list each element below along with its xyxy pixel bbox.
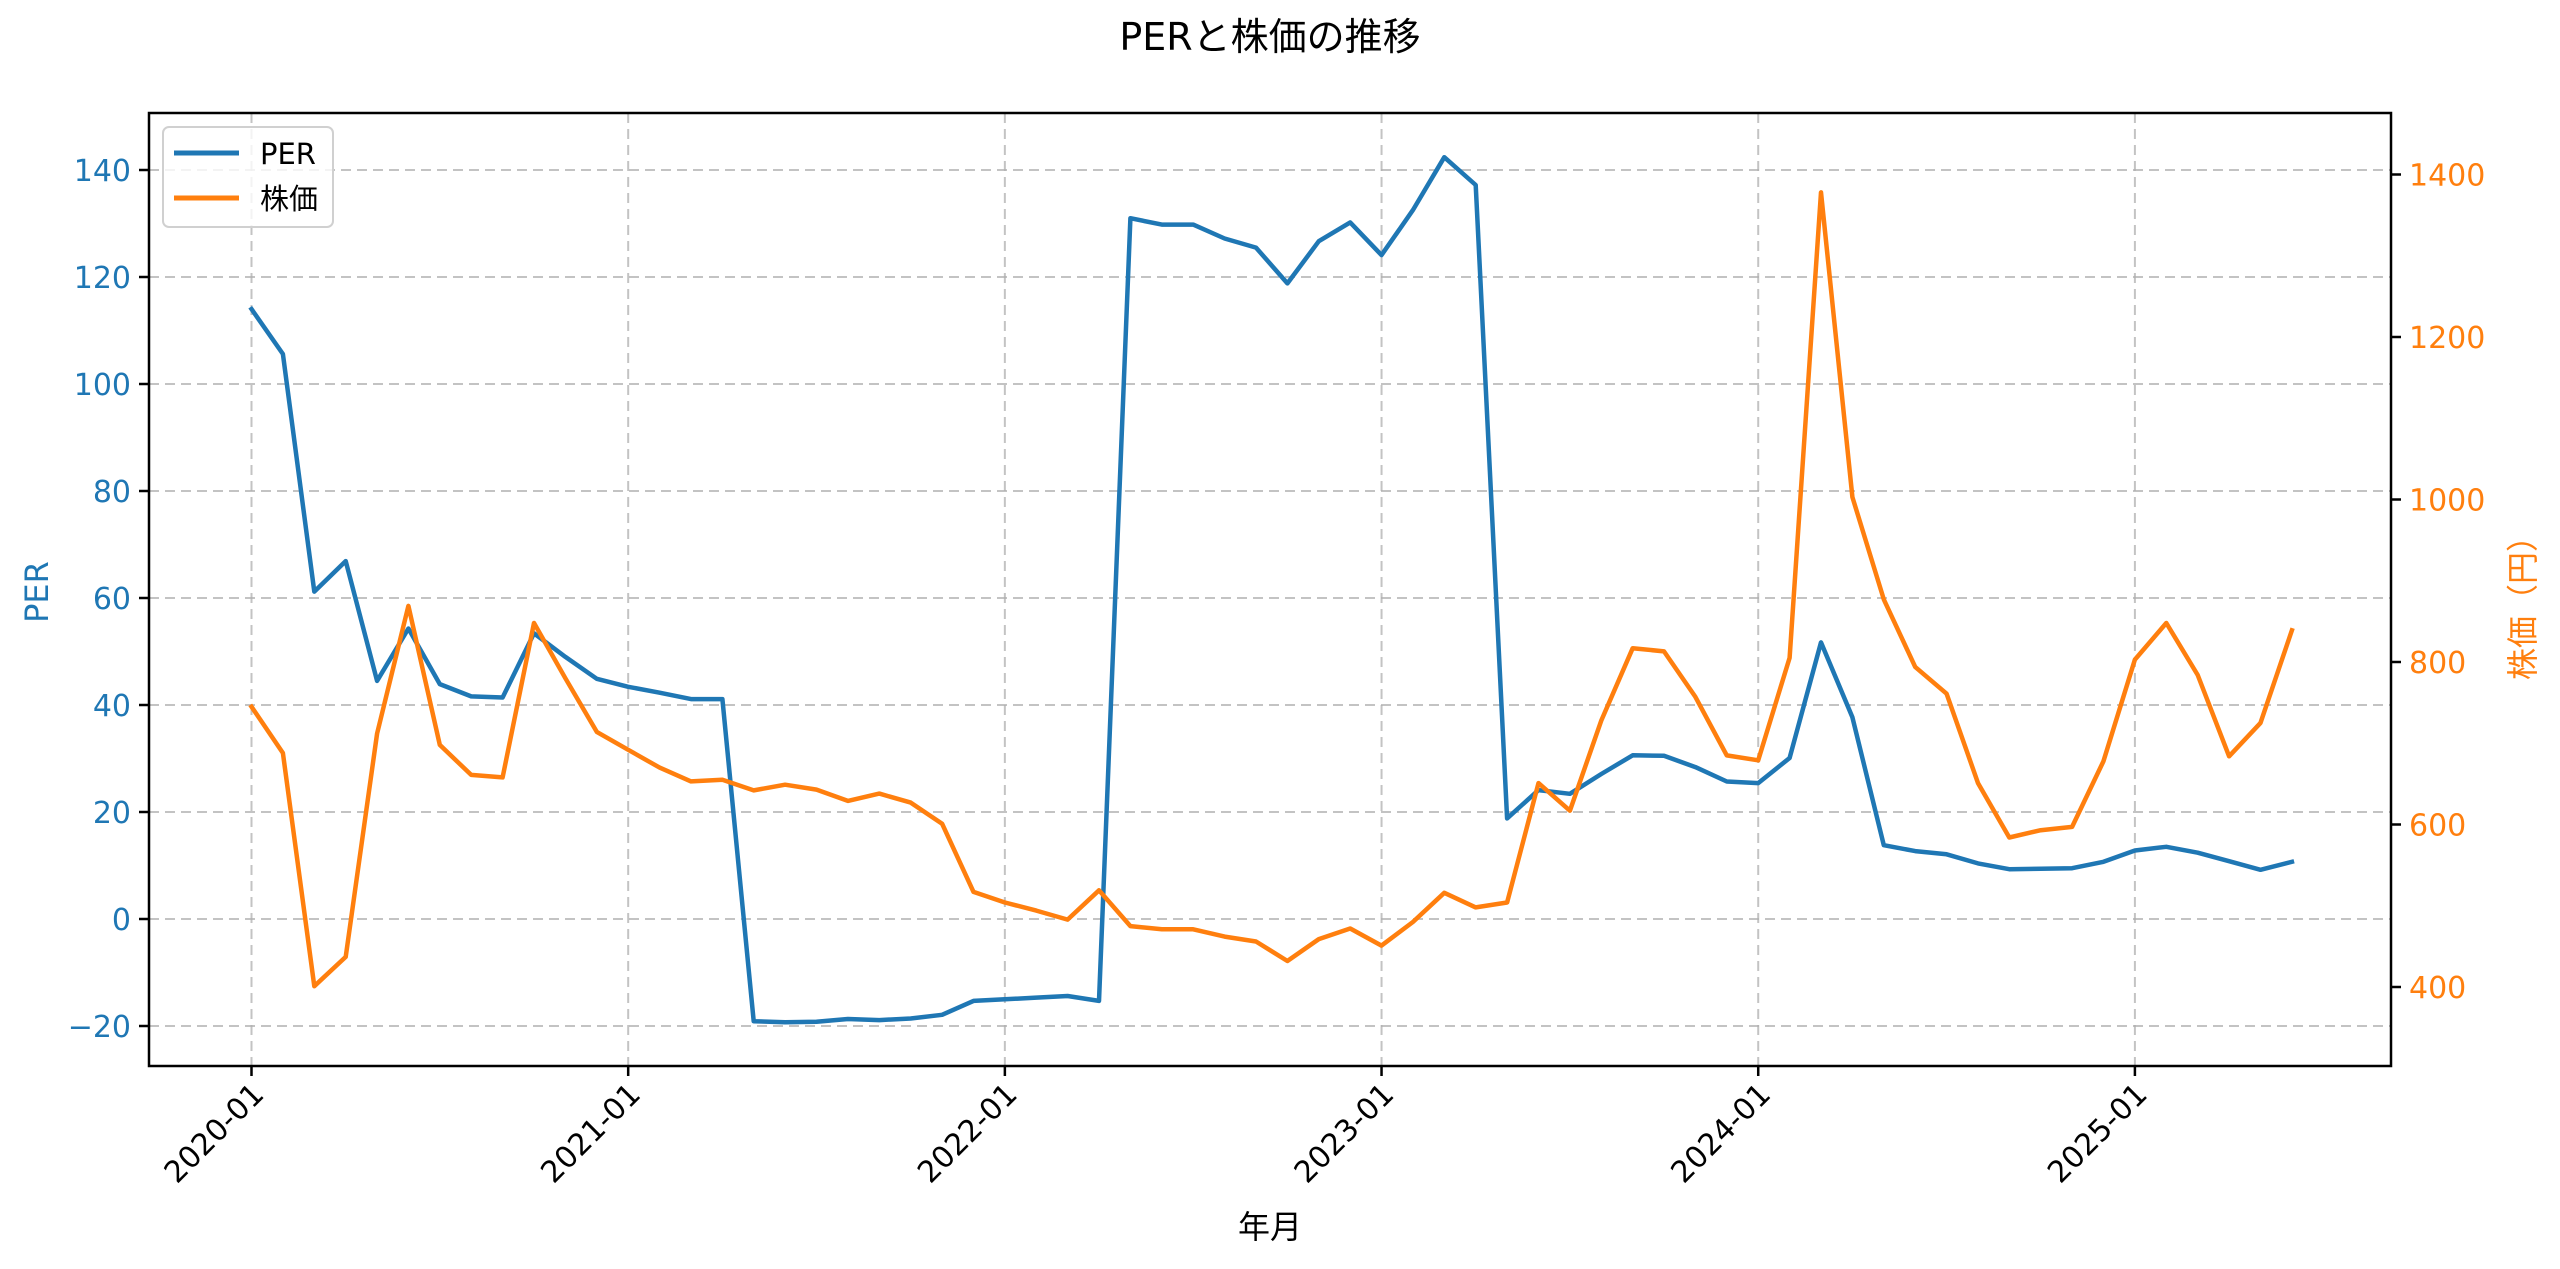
right-y-axis: 400 600 800 1000 1200 1400 xyxy=(2391,159,2485,1006)
legend: PER 株価 xyxy=(162,126,334,228)
left-y-axis: −20 0 20 40 60 80 100 120 140 xyxy=(68,154,149,1045)
left-tick-label: 0 xyxy=(112,903,131,938)
legend-label-per: PER xyxy=(260,137,316,171)
x-tick-label: 2022-01 xyxy=(911,1077,1024,1190)
plot-frame xyxy=(147,111,2393,1068)
left-tick-label: 40 xyxy=(93,689,131,724)
right-tick-label: 1000 xyxy=(2409,484,2485,519)
right-tick-label: 400 xyxy=(2409,971,2466,1006)
plot-series xyxy=(248,154,2295,1025)
right-y-axis-label: 株価（円） xyxy=(2504,520,2542,680)
series-line-per xyxy=(248,154,2295,1025)
left-y-axis-label: PER xyxy=(18,561,56,623)
x-axis: 2020-01 2021-01 2022-01 2023-01 2024-01 2025-… xyxy=(158,1066,2155,1190)
x-tick-label: 2021-01 xyxy=(534,1077,647,1190)
x-tick-label: 2023-01 xyxy=(1288,1077,1401,1190)
grid-lines xyxy=(149,113,2391,1066)
right-tick-label: 600 xyxy=(2409,809,2466,844)
x-tick-label: 2025-01 xyxy=(2041,1077,2154,1190)
right-tick-label: 1400 xyxy=(2409,159,2485,194)
right-tick-label: 800 xyxy=(2409,646,2466,681)
left-tick-label: 120 xyxy=(74,261,131,296)
x-tick-label: 2020-01 xyxy=(158,1077,271,1190)
series-line-price xyxy=(248,190,2295,989)
left-tick-label: −20 xyxy=(68,1010,131,1045)
x-tick-label: 2024-01 xyxy=(1664,1077,1777,1190)
left-tick-label: 100 xyxy=(74,368,131,403)
legend-label-price: 株価 xyxy=(260,182,318,216)
left-tick-label: 140 xyxy=(74,154,131,189)
right-tick-label: 1200 xyxy=(2409,321,2485,356)
chart-title: PERと株価の推移 xyxy=(1119,15,1420,59)
left-tick-label: 20 xyxy=(93,796,131,831)
x-axis-label: 年月 xyxy=(1238,1208,1302,1246)
left-tick-label: 80 xyxy=(93,475,131,510)
left-tick-label: 60 xyxy=(93,582,131,617)
